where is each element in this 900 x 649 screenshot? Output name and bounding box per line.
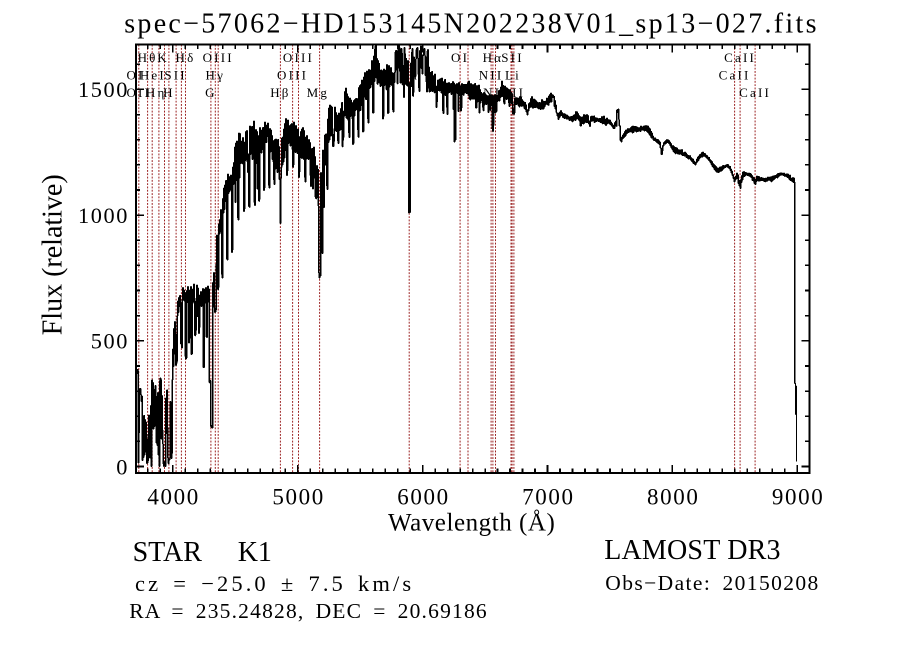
svg-text:STAR: STAR [133, 537, 203, 568]
svg-text:Hγ: Hγ [206, 68, 226, 83]
svg-text:Li: Li [505, 68, 521, 83]
svg-text:CaII: CaII [719, 68, 751, 83]
svg-text:OI: OI [451, 50, 469, 65]
svg-text:SII: SII [164, 68, 187, 83]
svg-text:OII: OII [126, 85, 151, 100]
svg-text:CaII: CaII [739, 85, 771, 100]
svg-text:5000: 5000 [272, 484, 325, 509]
svg-text:HeI: HeI [140, 68, 166, 83]
svg-text:NII: NII [483, 85, 508, 100]
svg-text:Flux (relative): Flux (relative) [38, 174, 69, 335]
svg-text:K: K [157, 50, 169, 65]
svg-text:4000: 4000 [147, 484, 200, 509]
svg-text:CaII: CaII [724, 50, 756, 65]
svg-text:1500: 1500 [78, 77, 129, 102]
svg-text:OIII: OIII [277, 68, 308, 83]
svg-text:SII: SII [503, 85, 526, 100]
svg-text:Hη: Hη [146, 85, 167, 100]
svg-text:7000: 7000 [522, 484, 575, 509]
svg-text:spec−57062−HD153145N202238V01_: spec−57062−HD153145N202238V01_sp13−027.f… [124, 8, 819, 39]
svg-text:NII: NII [479, 68, 504, 83]
svg-text:Hθ: Hθ [138, 50, 158, 65]
svg-text:Obs−Date: 20150208: Obs−Date: 20150208 [605, 571, 819, 595]
svg-text:OI: OI [126, 68, 144, 83]
svg-text:500: 500 [91, 329, 129, 354]
svg-text:0: 0 [116, 454, 129, 479]
svg-text:H: H [163, 85, 175, 100]
svg-text:OIII: OIII [283, 50, 314, 65]
svg-text:RA = 235.24828, DEC = 20.6918: RA = 235.24828, DEC = 20.69186 [129, 599, 488, 623]
svg-text:Hα: Hα [483, 50, 504, 65]
svg-text:Hδ: Hδ [176, 50, 196, 65]
svg-text:LAMOST DR3: LAMOST DR3 [604, 535, 781, 566]
svg-text:1000: 1000 [78, 203, 129, 228]
svg-text:G: G [205, 85, 217, 100]
svg-text:cz = −25.0 ± 7.5 km/s: cz = −25.0 ± 7.5 km/s [135, 571, 414, 596]
svg-text:9000: 9000 [772, 484, 825, 509]
svg-text:K1: K1 [238, 537, 272, 568]
svg-text:Hβ: Hβ [270, 85, 290, 100]
svg-text:6000: 6000 [397, 484, 450, 509]
svg-text:Mg: Mg [307, 85, 329, 100]
svg-text:Na: Na [399, 68, 419, 83]
svg-text:Wavelength (Å): Wavelength (Å) [388, 510, 555, 537]
svg-text:OIII: OIII [203, 50, 234, 65]
svg-text:8000: 8000 [647, 484, 700, 509]
svg-text:SII: SII [501, 50, 524, 65]
